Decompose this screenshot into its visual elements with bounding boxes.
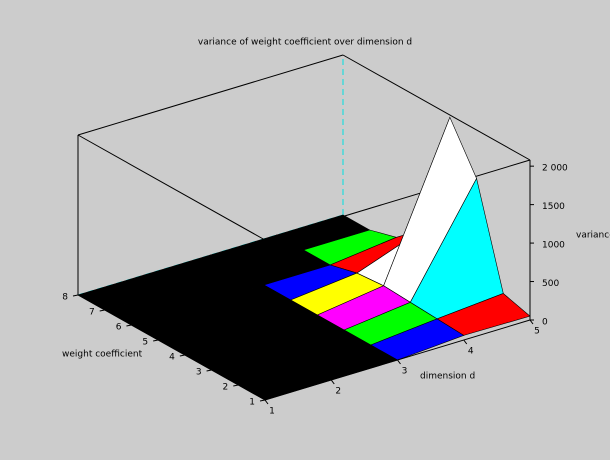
y-axis	[77, 294, 266, 401]
y-tick-label: 7	[89, 308, 95, 318]
z-tick-label: 1500	[542, 202, 565, 212]
z-tick-label: 500	[542, 279, 559, 289]
y-tick	[153, 339, 159, 342]
x-tick	[264, 399, 269, 405]
z-tick-label: 0	[542, 318, 548, 328]
x-tick	[397, 359, 401, 365]
y-tick	[206, 369, 212, 372]
x-tick	[330, 379, 335, 385]
y-tick	[99, 309, 105, 312]
y-tick-label: 8	[62, 293, 68, 303]
box-edge	[342, 54, 531, 161]
y-tick-label: 1	[249, 398, 255, 408]
y-tick-label: 3	[196, 368, 202, 378]
x-axis-label: dimension d	[420, 372, 475, 382]
y-tick-label: 5	[142, 338, 148, 348]
y-tick	[72, 294, 79, 297]
y-tick	[179, 354, 185, 357]
y-tick-label: 6	[116, 323, 122, 333]
z-axis-label: variance	[576, 231, 610, 241]
x-tick	[463, 339, 468, 345]
z-tick-label: 1000	[542, 241, 565, 251]
x-tick-label: 5	[534, 327, 540, 337]
x-tick	[529, 319, 534, 325]
x-tick-label: 1	[269, 407, 275, 417]
x-tick-label: 2	[335, 387, 341, 397]
y-axis-label: weight coefficient	[62, 350, 143, 360]
x-tick-label: 3	[402, 367, 408, 377]
z-tick-label: 2 000	[542, 164, 568, 174]
y-tick-label: 4	[169, 353, 175, 363]
x-tick-label: 4	[468, 347, 474, 357]
y-tick	[233, 384, 239, 387]
y-tick-label: 2	[223, 383, 229, 393]
box-edge	[77, 134, 266, 241]
box-edge	[77, 54, 344, 136]
y-tick	[259, 399, 266, 402]
y-tick	[126, 324, 132, 327]
chart-title: variance of weight coefficient over dime…	[198, 38, 412, 48]
